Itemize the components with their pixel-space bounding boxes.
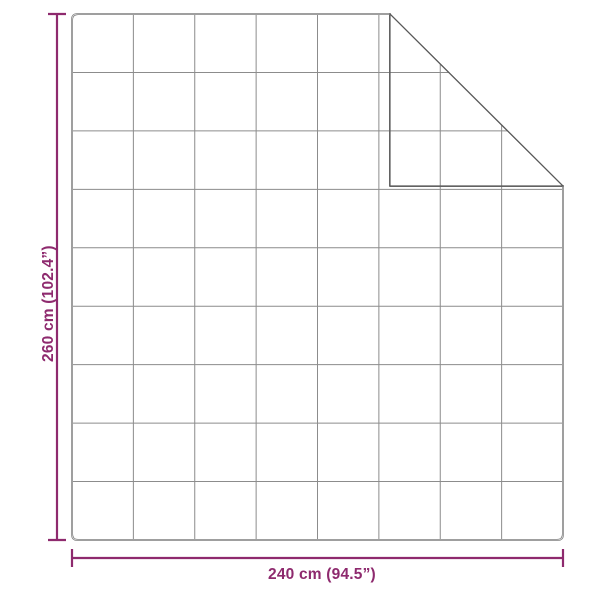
width-dimension-label: 240 cm (94.5”) [268,566,376,583]
height-dimension-label: 260 cm (102.4”) [40,245,57,362]
fold-crease-line [389,13,564,187]
dimension-lines [48,12,565,567]
width-dimension [70,549,565,567]
quilt-body-group [71,13,564,541]
height-dimension [48,12,66,542]
quilt-body-inner-outline [71,13,564,541]
